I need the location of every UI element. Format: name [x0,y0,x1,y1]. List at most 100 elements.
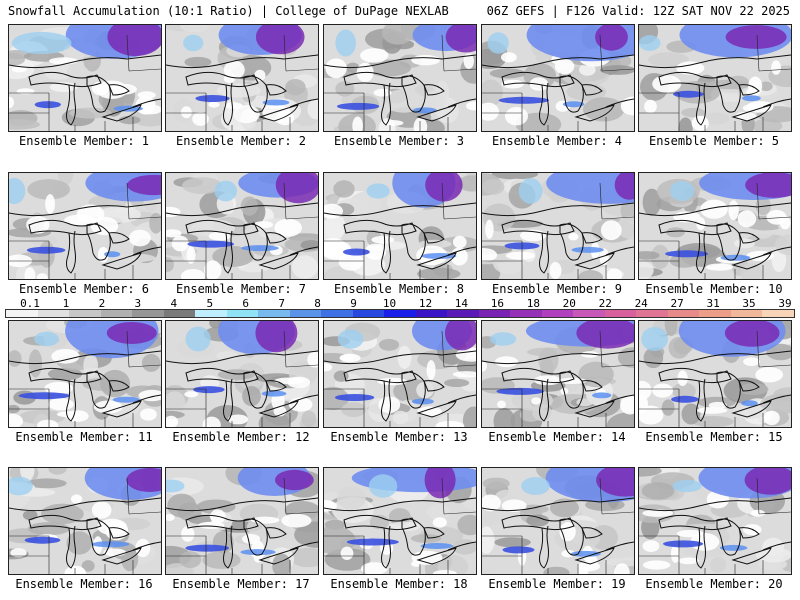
colorbar-tick-label: 7 [278,297,285,310]
colorbar-swatch [163,310,196,317]
colorbar-swatch [573,310,605,317]
snowfall-map [166,321,318,427]
ensemble-map-panel [481,24,635,132]
colorbar-tick-label: 35 [742,297,756,310]
colorbar-tick-label: 16 [490,297,504,310]
ensemble-map-panel [165,24,319,132]
colorbar-swatch [762,310,794,317]
colorbar-tick-label: 20 [562,297,576,310]
snowfall-map [482,321,634,427]
ensemble-member-label: Ensemble Member: 18 [330,577,468,591]
colorbar-swatch [636,310,668,317]
snowfall-map [166,468,318,574]
ensemble-map-panel [481,172,635,280]
colorbar-swatch [37,310,70,317]
colorbar-swatch [226,310,259,317]
ensemble-map-panel [638,172,792,280]
snowfall-colorbar [5,309,795,318]
colorbar-tick-label: 24 [634,297,648,310]
colorbar-tick-label: 39 [778,297,792,310]
colorbar-swatch [667,310,700,317]
colorbar-swatch [384,310,416,317]
colorbar-tick-label: 4 [170,297,178,310]
snowfall-map [482,468,634,574]
ensemble-map-panel [481,467,635,575]
ensemble-member-label: Ensemble Member: 4 [491,134,623,148]
ensemble-map-panel [323,467,477,575]
colorbar-swatch [541,310,574,317]
snowfall-map [324,321,476,427]
snowfall-map [639,173,791,279]
chart-title: Snowfall Accumulation (10:1 Ratio) | Col… [8,4,449,18]
snowfall-map [166,25,318,131]
colorbar-swatch [510,310,542,317]
colorbar-swatch [604,310,637,317]
colorbar-tick-label: 5 [206,297,214,310]
colorbar-swatch [447,310,479,317]
snowfall-map [9,468,161,574]
snowfall-map [639,321,791,427]
ensemble-map-panel [481,320,635,428]
snowfall-map [9,173,161,279]
colorbar-swatch [132,310,164,317]
colorbar-swatch [415,310,448,317]
snowfall-map [639,468,791,574]
colorbar-swatch [258,310,290,317]
ensemble-member-label: Ensemble Member: 7 [175,282,307,296]
ensemble-member-label: Ensemble Member: 15 [645,430,783,444]
ensemble-map-panel [638,24,792,132]
ensemble-map-panel [165,320,319,428]
ensemble-member-label: Ensemble Member: 12 [172,430,310,444]
colorbar-tick-label: 6 [242,297,250,310]
ensemble-member-label: Ensemble Member: 20 [645,577,783,591]
colorbar-swatch [69,310,101,317]
colorbar-tick-label: 12 [418,297,433,310]
colorbar-swatch [100,310,133,317]
snowfall-map [324,468,476,574]
snowfall-map [639,25,791,131]
ensemble-map-panel [165,172,319,280]
colorbar-tick-label: 8 [314,297,321,310]
ensemble-member-label: Ensemble Member: 1 [18,134,150,148]
ensemble-member-label: Ensemble Member: 6 [18,282,150,296]
snowfall-map [9,25,161,131]
snowfall-map [9,321,161,427]
ensemble-map-panel [323,320,477,428]
colorbar-tick-label: 14 [454,297,469,310]
ensemble-map-panel [165,467,319,575]
ensemble-member-label: Ensemble Member: 13 [330,430,468,444]
colorbar-swatch [289,310,322,317]
colorbar-swatch [699,310,731,317]
ensemble-map-panel [323,172,477,280]
snowfall-map [324,173,476,279]
colorbar-tick-label: 22 [598,297,612,310]
ensemble-member-label: Ensemble Member: 14 [488,430,626,444]
ensemble-map-panel [638,320,792,428]
snowfall-map [324,25,476,131]
ensemble-member-label: Ensemble Member: 17 [172,577,310,591]
snowfall-map [482,25,634,131]
colorbar-swatch [6,310,38,317]
ensemble-map-panel [323,24,477,132]
ensemble-member-label: Ensemble Member: 9 [491,282,623,296]
colorbar-swatch [730,310,763,317]
colorbar-tick-label: 1 [62,297,70,310]
ensemble-map-panel [638,467,792,575]
ensemble-member-label: Ensemble Member: 8 [333,282,465,296]
ensemble-map-panel [8,24,162,132]
ensemble-member-label: Ensemble Member: 5 [648,134,780,148]
ensemble-member-label: Ensemble Member: 2 [175,134,307,148]
colorbar-tick-label: 27 [670,297,684,310]
ensemble-member-label: Ensemble Member: 11 [15,430,153,444]
ensemble-member-label: Ensemble Member: 10 [645,282,783,296]
ensemble-member-label: Ensemble Member: 19 [488,577,626,591]
colorbar-tick-label: 31 [706,297,720,310]
colorbar-swatch [321,310,353,317]
colorbar-tick-label: 2 [98,297,106,310]
ensemble-member-label: Ensemble Member: 3 [333,134,465,148]
colorbar-tick-label: 10 [382,297,397,310]
colorbar-tick-label: 18 [526,297,540,310]
colorbar-tick-label: 9 [350,297,357,310]
colorbar-swatch [195,310,227,317]
run-valid-time: 06Z GEFS | F126 Valid: 12Z SAT NOV 22 20… [486,4,790,18]
